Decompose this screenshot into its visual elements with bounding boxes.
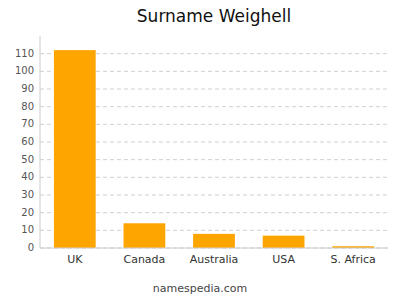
x-tick-label: S. Africa xyxy=(331,253,376,266)
y-tick-label: 30 xyxy=(21,189,34,200)
chart: 0 10 20 30 40 50 60 70 80 90 100 110 UK Canada Austral… xyxy=(0,0,400,300)
bar xyxy=(193,234,235,248)
y-tick-label: 40 xyxy=(21,171,34,182)
y-tick-label: 50 xyxy=(21,154,34,165)
title: Surname Weighell xyxy=(137,6,291,26)
x-axis-line xyxy=(40,248,388,249)
x-tick-label: USA xyxy=(272,253,295,266)
grid-line xyxy=(40,248,388,249)
footer-text: namespedia.com xyxy=(153,282,247,295)
bar xyxy=(263,236,305,248)
y-tick-label: 0 xyxy=(28,242,34,253)
y-tick-label: 70 xyxy=(21,118,34,129)
y-tick-label: 10 xyxy=(21,224,34,235)
bar xyxy=(124,223,166,248)
y-tick-label: 90 xyxy=(21,83,34,94)
y-axis-line xyxy=(40,36,41,248)
bars xyxy=(54,50,374,248)
chart-container: 0 10 20 30 40 50 60 70 80 90 100 110 UK Canada Austral… xyxy=(0,0,400,300)
x-tick-label: UK xyxy=(67,253,83,266)
x-tick-label: Australia xyxy=(190,253,239,266)
y-tick-label: 100 xyxy=(15,65,34,76)
y-tick-label: 110 xyxy=(15,48,34,59)
bar xyxy=(54,50,96,248)
y-tick-label: 20 xyxy=(21,207,34,218)
y-tick-label: 80 xyxy=(21,101,34,112)
y-tick-label: 60 xyxy=(21,136,34,147)
x-tick-label: Canada xyxy=(123,253,165,266)
